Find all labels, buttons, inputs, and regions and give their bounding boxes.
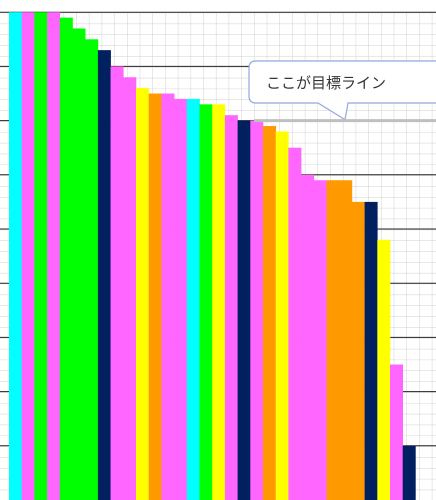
bar bbox=[85, 39, 99, 500]
bar bbox=[390, 364, 403, 500]
bar bbox=[123, 77, 137, 500]
bar bbox=[275, 131, 289, 500]
bar bbox=[263, 126, 276, 500]
bar bbox=[377, 239, 391, 500]
bar bbox=[250, 120, 264, 500]
bar bbox=[313, 180, 327, 500]
bar bbox=[364, 201, 378, 500]
callout-bubble bbox=[248, 60, 436, 121]
bar bbox=[59, 17, 73, 500]
bar bbox=[47, 12, 61, 500]
bar bbox=[224, 115, 238, 500]
bar bbox=[161, 93, 175, 500]
bar bbox=[301, 174, 315, 500]
bar bbox=[237, 120, 251, 500]
bar bbox=[34, 12, 48, 500]
bar bbox=[212, 104, 226, 500]
bar bbox=[339, 180, 353, 500]
bar bbox=[326, 180, 340, 500]
bar bbox=[136, 88, 149, 500]
target-callout: ここが目標ライン bbox=[248, 60, 436, 121]
bar bbox=[199, 104, 213, 500]
bar bbox=[288, 147, 302, 500]
bar bbox=[351, 201, 365, 500]
bar bbox=[148, 93, 162, 500]
bar bbox=[110, 66, 124, 500]
bars bbox=[9, 12, 416, 500]
bar bbox=[72, 28, 86, 500]
callout-label: ここが目標ライン bbox=[266, 74, 386, 92]
bar bbox=[21, 12, 35, 500]
bar bbox=[186, 98, 200, 500]
bar bbox=[9, 12, 22, 500]
bar bbox=[402, 445, 416, 500]
bar bbox=[97, 50, 111, 500]
bar bbox=[174, 98, 188, 500]
